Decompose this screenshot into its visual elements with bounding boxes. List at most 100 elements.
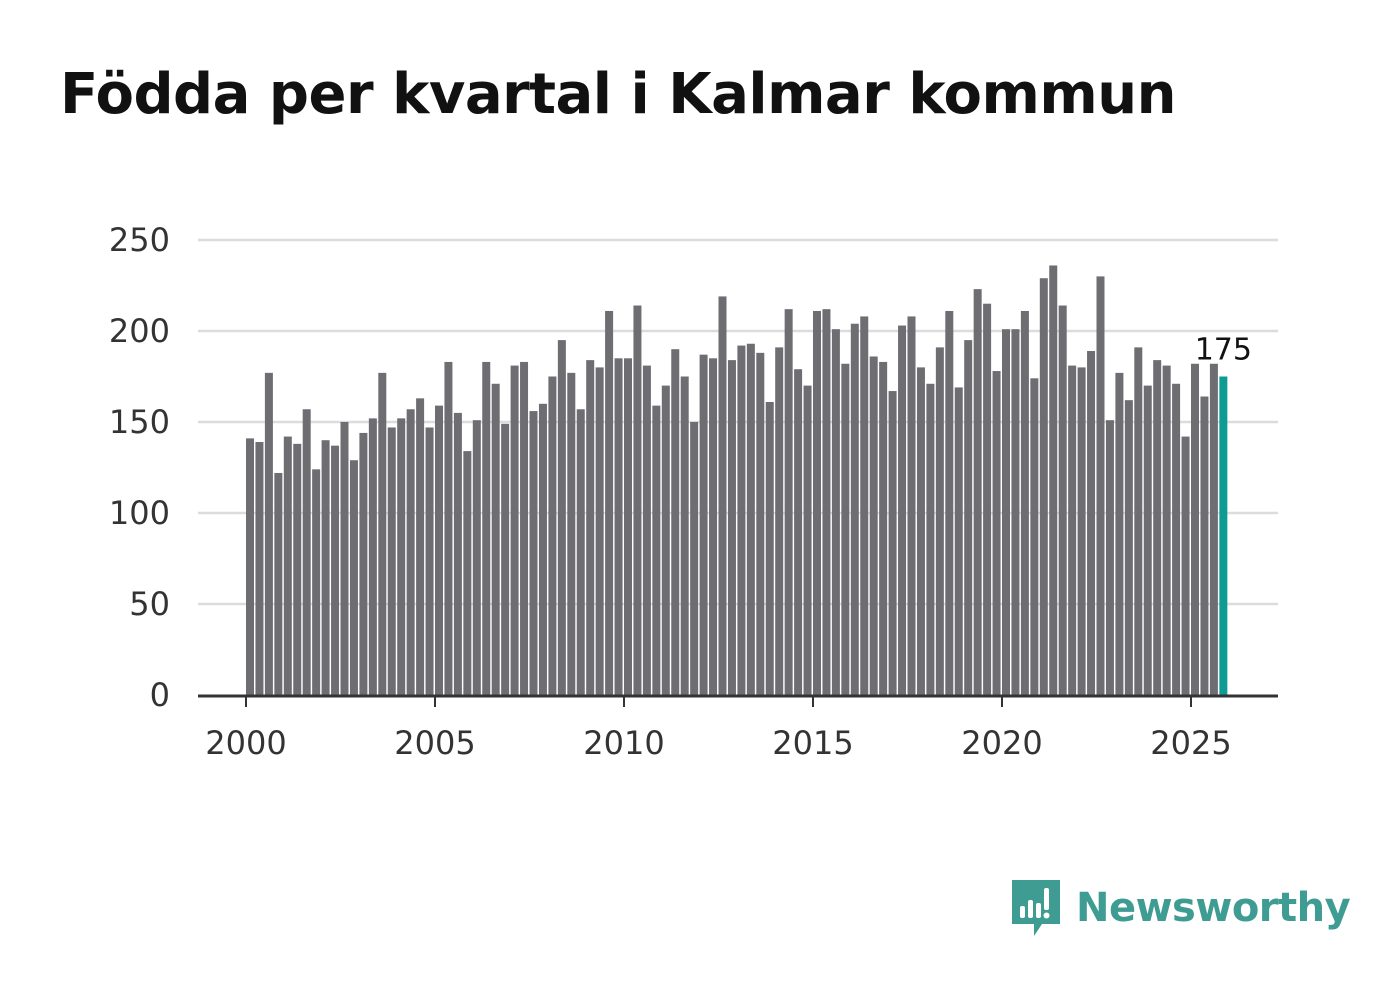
bar: 2017 Q3: 208 [907,316,916,695]
bar: 2003 Q3: 177 [378,372,387,695]
bar: 2023 Q1: 177 [1115,372,1124,695]
bar: 2011 Q1: 170 [661,385,670,695]
bar: 2012 Q2: 185 [709,358,718,695]
bar: 2005 Q3: 155 [453,412,462,695]
bar: 2000 Q4: 122 [274,472,283,695]
bar: 2020 Q3: 211 [1020,310,1029,695]
x-tick-label: 2020 [961,724,1042,762]
bar: 2021 Q3: 214 [1058,305,1067,695]
bar: 2021 Q4: 181 [1068,365,1077,695]
y-tick-label: 250 [109,221,170,259]
bar: 2021 Q1: 229 [1039,278,1048,695]
bar: 2015 Q3: 201 [831,329,840,695]
brand-name: Newsworthy [1076,885,1351,931]
bar: 2011 Q2: 190 [671,349,680,695]
bar: 2016 Q2: 208 [860,316,869,695]
bar: 2009 Q1: 184 [586,360,595,695]
bar: 2021 Q2: 236 [1049,265,1058,695]
bar: 2008 Q3: 177 [567,372,576,695]
annotations: 175 [1195,333,1252,368]
bar: 2022 Q2: 189 [1087,351,1096,695]
bar: 2006 Q3: 171 [491,383,500,695]
y-axis-ticks: 0 50 100 150 200 250 [109,221,170,714]
bar: 2019 Q4: 178 [992,371,1001,695]
bar: 2011 Q3: 175 [680,376,689,695]
chart-title: Födda per kvartal i Kalmar kommun [60,62,1176,127]
bar: 2012 Q1: 187 [699,354,708,695]
bar: 2024 Q2: 181 [1162,365,1171,695]
bar: 2022 Q3: 230 [1096,276,1105,695]
bar: 2020 Q2: 201 [1011,329,1020,695]
bar: 2003 Q4: 147 [387,427,396,695]
bar: 2017 Q1: 167 [888,391,897,695]
newsworthy-logo-icon [1012,880,1060,936]
bar: 2013 Q2: 193 [746,343,755,695]
bar: 2015 Q1: 211 [813,310,821,695]
bar: 2023 Q3: 191 [1134,347,1143,695]
bar: 2017 Q4: 180 [916,367,925,695]
bar: 2010 Q2: 214 [633,305,642,695]
bar: 2013 Q3: 188 [756,352,765,695]
bar: 2005 Q1: 159 [435,405,443,695]
bar: 2003 Q1: 144 [359,432,368,695]
bar: 2005 Q2: 183 [444,361,453,695]
bar: 2025 Q3: 182 [1209,363,1218,695]
bar: 2007 Q4: 160 [538,403,547,695]
y-tick-label: 100 [109,494,170,532]
bar: 2009 Q2: 180 [595,367,604,695]
bar: 2001 Q3: 157 [302,409,311,695]
newsworthy-brand[interactable]: Newsworthy [1010,878,1351,938]
bar: 2004 Q1: 152 [397,418,406,695]
y-tick-label: 200 [109,312,170,350]
bar: 2023 Q4: 170 [1143,385,1152,695]
bar: 2010 Q1: 185 [624,358,632,695]
bar: 2000 Q2: 139 [255,442,264,695]
x-tick-label: 2015 [772,724,853,762]
bar: 2005 Q4: 134 [463,451,472,695]
bar: 2007 Q1: 181 [510,365,519,695]
last-value-label: 175 [1195,333,1252,368]
x-tick-label: 2010 [583,724,664,762]
bar: 2009 Q3: 211 [605,310,614,695]
bar: 2001 Q1: 142 [283,436,292,695]
bar: 2006 Q2: 183 [482,361,491,695]
bar: 2019 Q3: 215 [983,303,992,695]
bar: 2015 Q4: 182 [841,363,850,695]
bar: 2025 Q1: 182 [1191,363,1199,695]
bar: 2004 Q4: 147 [425,427,434,695]
bar: 2019 Q2: 223 [973,289,982,695]
bar: 2004 Q2: 157 [406,409,415,695]
bar: 2023 Q2: 162 [1124,400,1133,695]
bar: 2016 Q4: 183 [879,361,888,695]
bar: 2016 Q1: 204 [850,323,859,695]
bar: 2008 Q4: 157 [576,409,585,695]
bar: 2016 Q3: 186 [869,356,878,695]
bar: 2022 Q4: 151 [1105,420,1114,695]
bar: 2013 Q4: 161 [765,401,774,695]
y-tick-label: 150 [109,403,170,441]
x-tick-label: 2005 [394,724,475,762]
y-tick-label: 0 [150,676,170,714]
bars: 2000 Q1: 1412000 Q2: 1392000 Q3: 1772000… [246,265,1228,695]
bar: 2007 Q3: 156 [529,411,538,695]
bar: 2001 Q4: 124 [312,469,321,695]
bar: 2000 Q1: 141 [246,438,254,695]
bar: 2012 Q4: 184 [727,360,736,695]
bar: 2012 Q3: 219 [718,296,727,695]
bar: 2020 Q1: 201 [1002,329,1010,695]
bar: 2013 Q1: 192 [737,345,746,695]
bar: 2008 Q2: 195 [557,340,566,695]
bar: 2006 Q1: 151 [472,420,481,695]
bar: 2010 Q3: 181 [642,365,651,695]
bar: 2020 Q4: 174 [1030,378,1039,695]
y-tick-label: 50 [129,585,170,623]
bar: 2004 Q3: 163 [416,398,425,695]
bar: 2008 Q1: 175 [548,376,557,695]
x-axis-ticks: 2000 2005 2010 2015 2020 2025 [205,695,1232,762]
bar: 2024 Q1: 184 [1153,360,1162,695]
